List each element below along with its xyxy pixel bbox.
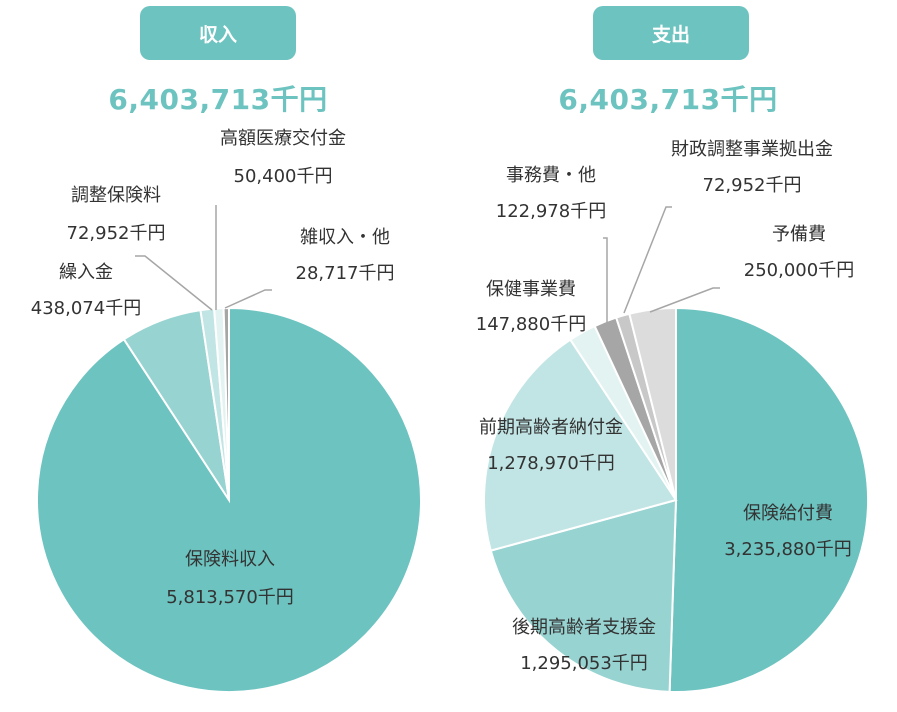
- pie-0-label-value-1: 438,074千円: [31, 298, 141, 319]
- pie-1-label-name-5: 財政調整事業拠出金: [671, 139, 833, 160]
- pie-0-label-value-0: 5,813,570千円: [166, 587, 294, 608]
- pie-1-leader-line-5: [623, 206, 672, 314]
- pie-1-slice-2: [483, 338, 678, 552]
- pie-1-label-name-0: 保険給付費: [743, 503, 833, 524]
- pie-0-label-value-3: 50,400千円: [234, 166, 333, 187]
- pie-1-label-value-2: 1,278,970千円: [487, 453, 615, 474]
- pie-1-label-name-3: 保健事業費: [486, 279, 576, 300]
- pie-1-label-value-4: 122,978千円: [496, 201, 606, 222]
- expense-title-badge: 支出: [593, 6, 749, 60]
- pie-0-label-value-4: 28,717千円: [296, 263, 395, 284]
- pie-1-leader-line-4: [603, 237, 608, 323]
- pie-0-leader-line-2: [135, 255, 213, 311]
- income-total: 6,403,713千円: [108, 83, 328, 116]
- pie-1-slice-0: [668, 306, 870, 693]
- pie-1-label-name-4: 事務費・他: [506, 165, 596, 186]
- pie-0-leader-line-4: [224, 289, 272, 309]
- pie-0-label-name-3: 高額医療交付金: [220, 128, 346, 149]
- pie-1-label-name-1: 後期高齢者支援金: [512, 617, 656, 638]
- income-title-badge: 収入: [140, 6, 296, 60]
- pie-1-slice-1: [489, 498, 678, 693]
- pie-1-label-value-3: 147,880千円: [476, 314, 586, 335]
- pie-1-leader-line-6: [649, 287, 720, 313]
- pie-1-label-value-5: 72,952千円: [703, 175, 802, 196]
- pie-1-label-name-6: 予備費: [772, 224, 826, 245]
- expense-total: 6,403,713千円: [558, 83, 778, 116]
- pie-0-label-name-1: 繰入金: [59, 262, 113, 283]
- pie-1-label-value-6: 250,000千円: [744, 260, 854, 281]
- pie-0-label-name-4: 雑収入・他: [300, 227, 390, 248]
- pie-1-slice-6: [628, 306, 677, 501]
- pie-0-label-value-2: 72,952千円: [67, 223, 166, 244]
- pie-0-label-name-2: 調整保険料: [71, 185, 161, 206]
- pie-1-label-name-2: 前期高齢者納付金: [479, 417, 623, 438]
- pie-0-label-name-0: 保険料収入: [185, 549, 275, 570]
- pie-1-label-value-1: 1,295,053千円: [520, 653, 648, 674]
- pie-1-label-value-0: 3,235,880千円: [724, 539, 852, 560]
